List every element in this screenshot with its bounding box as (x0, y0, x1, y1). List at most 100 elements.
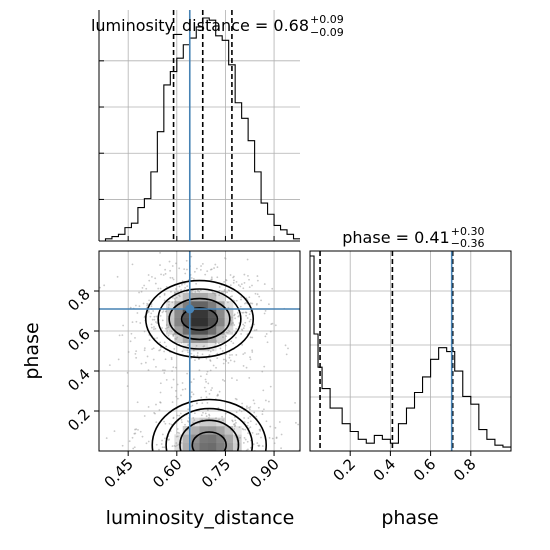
sample-point (265, 333, 268, 335)
sample-point (231, 353, 233, 356)
sample-point (261, 413, 264, 416)
sample-point (169, 276, 172, 279)
sample-point (153, 326, 155, 328)
sample-point (225, 335, 228, 338)
sample-point (147, 440, 150, 443)
sample-point (159, 314, 162, 317)
density-cell (182, 334, 192, 343)
sample-point (219, 347, 222, 350)
sample-point (150, 305, 153, 308)
sample-point (176, 431, 179, 434)
sample-point (143, 330, 146, 333)
sample-point (195, 267, 198, 270)
sample-point (200, 396, 203, 399)
sample-point (197, 358, 200, 360)
sample-point (171, 445, 174, 448)
sample-point (178, 285, 181, 288)
sample-point (160, 273, 162, 276)
sample-point (256, 442, 259, 444)
sample-point (249, 310, 252, 313)
sample-point (176, 414, 179, 417)
sample-point (239, 436, 242, 439)
sample-point (232, 281, 235, 284)
sample-point (247, 421, 249, 424)
sample-point (165, 285, 168, 288)
sample-point (251, 336, 254, 339)
sample-point (103, 284, 106, 287)
sample-point (202, 345, 205, 348)
sample-point (171, 265, 174, 267)
sample-point (162, 274, 165, 276)
sample-point (216, 394, 219, 397)
sample-point (175, 366, 177, 369)
x-axis-label-phase: phase (381, 507, 438, 529)
sample-point (239, 285, 242, 288)
sample-point (175, 442, 178, 444)
sample-point (126, 385, 129, 388)
sample-point (232, 423, 235, 426)
sample-point (181, 421, 183, 424)
x-tick-label: 0.90 (247, 455, 283, 491)
sample-point (249, 426, 252, 429)
sample-point (207, 382, 210, 385)
sample-point (161, 319, 164, 322)
sample-point (244, 321, 247, 324)
sample-point (248, 296, 251, 299)
sample-point (229, 354, 231, 356)
sample-point (255, 415, 258, 418)
sample-point (229, 284, 232, 287)
sample-point (175, 395, 178, 398)
sample-point (264, 309, 267, 312)
sample-point (235, 327, 238, 330)
sample-point (199, 268, 202, 271)
sample-point (174, 445, 177, 448)
sample-point (192, 421, 194, 424)
sample-point (280, 447, 282, 450)
sample-point (172, 296, 174, 299)
sample-point (233, 428, 236, 430)
sample-point (261, 445, 264, 447)
sample-point (251, 284, 253, 287)
sample-point (147, 311, 150, 313)
sample-point (234, 317, 237, 320)
sample-point (222, 290, 225, 293)
sample-point (233, 324, 236, 326)
sample-point (168, 422, 171, 425)
sample-point (163, 350, 166, 353)
sample-point (134, 304, 137, 307)
sample-point (210, 276, 213, 279)
sample-point (190, 277, 193, 279)
density-cell (207, 326, 217, 335)
sample-point (146, 355, 149, 358)
sample-point (190, 391, 193, 394)
contour-upper-4 (144, 279, 255, 359)
sample-point (155, 365, 157, 368)
histogram-phase (309, 250, 512, 452)
sample-point (215, 340, 218, 342)
sample-point (216, 266, 219, 269)
sample-point (242, 287, 245, 290)
sample-point (135, 320, 138, 323)
sample-point (264, 335, 267, 338)
sample-point (242, 311, 245, 314)
err-minus-luminosity-distance: −0.09 (310, 26, 344, 39)
sample-point (130, 332, 133, 335)
sample-point (248, 313, 251, 316)
sample-point (147, 369, 150, 372)
sample-point (251, 351, 254, 353)
sample-point (242, 442, 245, 444)
sample-point (262, 389, 265, 392)
sample-point (224, 257, 227, 260)
contour-lower-4 (151, 398, 267, 451)
sample-point (166, 330, 169, 332)
sample-point (212, 292, 215, 295)
sample-point (234, 424, 237, 427)
sample-point (228, 330, 231, 333)
sample-point (247, 432, 249, 435)
sample-point (133, 446, 136, 449)
sample-point (248, 278, 250, 281)
sample-point (129, 306, 132, 309)
sample-point (196, 354, 199, 357)
sample-point (159, 401, 162, 404)
sample-point (247, 448, 249, 451)
